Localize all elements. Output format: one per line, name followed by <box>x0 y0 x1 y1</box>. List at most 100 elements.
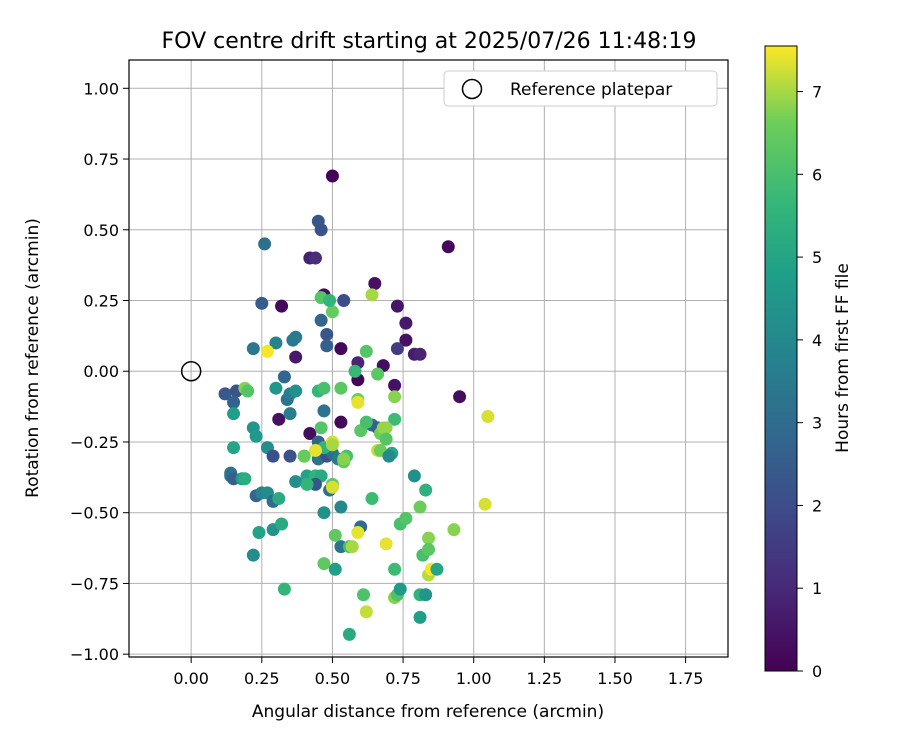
data-point <box>365 492 379 506</box>
data-point <box>351 395 365 409</box>
data-point <box>359 415 373 429</box>
colorbar-tick-label: 4 <box>812 331 822 350</box>
reference-platepar-marker <box>180 360 202 382</box>
data-point <box>317 404 331 418</box>
data-point <box>227 441 241 455</box>
data-point <box>345 540 359 554</box>
data-point <box>351 526 365 540</box>
y-tick-label: 1.00 <box>83 79 119 98</box>
data-point <box>357 588 371 602</box>
data-point <box>323 293 337 307</box>
data-points <box>218 169 495 641</box>
x-tick-label: 1.75 <box>668 669 704 688</box>
data-point <box>334 342 348 356</box>
x-axis-ticks: 0.00 0.25 0.50 0.75 1.00 1.25 1.50 1.75 <box>173 657 703 688</box>
y-tick-label: −0.50 <box>70 504 119 523</box>
legend-label: Reference platepar <box>510 80 672 100</box>
data-point <box>399 316 413 330</box>
data-point <box>227 395 241 409</box>
y-tick-label: 0.50 <box>83 221 119 240</box>
data-point <box>297 449 311 463</box>
data-point <box>314 313 328 327</box>
data-point <box>283 449 297 463</box>
data-point <box>320 327 334 341</box>
data-point <box>379 432 393 446</box>
data-point <box>246 548 260 562</box>
data-point <box>419 588 433 602</box>
x-tick-label: 1.50 <box>597 669 633 688</box>
data-point <box>325 480 339 494</box>
data-point <box>337 293 351 307</box>
data-point <box>379 537 393 551</box>
y-axis-ticks: −1.00 −0.75 −0.50 −0.25 0.00 0.25 0.50 0.75 1.00 <box>70 79 129 664</box>
data-point <box>269 336 283 350</box>
y-tick-label: −0.75 <box>70 574 119 593</box>
data-point <box>348 364 362 378</box>
data-point <box>272 412 286 426</box>
x-tick-label: 0.25 <box>244 669 280 688</box>
data-point <box>303 426 317 440</box>
colorbar-gradient <box>764 45 798 672</box>
legend: Reference platepar <box>443 70 718 107</box>
data-point <box>325 305 339 319</box>
data-point <box>422 542 435 556</box>
data-point <box>481 410 495 424</box>
data-point <box>246 342 260 356</box>
data-point <box>388 390 402 404</box>
y-axis-label: Rotation from reference (arcmin) <box>23 218 43 498</box>
data-point <box>317 381 331 395</box>
data-point <box>359 344 373 358</box>
legend-box <box>443 70 718 107</box>
y-tick-label: 0.00 <box>83 362 119 381</box>
colorbar-tick-label: 1 <box>812 579 822 598</box>
data-point <box>388 562 402 576</box>
data-point <box>328 562 342 576</box>
x-axis-label: Angular distance from reference (arcmin) <box>252 702 604 722</box>
data-point <box>368 277 382 291</box>
x-tick-label: 1.25 <box>527 669 563 688</box>
data-point <box>430 562 444 576</box>
data-point <box>320 339 334 353</box>
data-point <box>399 511 413 525</box>
data-point <box>388 378 402 392</box>
data-point <box>275 517 289 531</box>
colorbar-tick-label: 0 <box>812 662 822 681</box>
data-point <box>413 610 427 624</box>
data-point <box>227 407 241 421</box>
y-tick-label: 0.75 <box>83 150 119 169</box>
x-tick-label: 0.00 <box>173 669 209 688</box>
colorbar-tick-label: 5 <box>812 248 822 267</box>
plot-frame <box>128 59 729 658</box>
colorbar-ticks: 0 1 2 3 4 5 6 7 <box>797 83 822 681</box>
data-point <box>300 477 314 491</box>
data-point <box>334 415 348 429</box>
data-point <box>413 500 427 514</box>
data-point <box>314 223 328 237</box>
data-point <box>365 288 379 302</box>
data-point <box>325 438 339 452</box>
data-point <box>325 169 339 183</box>
data-point <box>238 472 252 486</box>
colorbar-tick-label: 3 <box>812 414 822 433</box>
data-point <box>289 384 303 398</box>
data-point <box>328 528 342 542</box>
data-point <box>399 333 413 347</box>
data-point <box>371 367 385 381</box>
data-point <box>447 523 461 537</box>
colorbar-tick-label: 7 <box>812 83 822 102</box>
data-point <box>422 531 435 545</box>
data-point <box>314 421 328 435</box>
x-tick-label: 0.75 <box>385 669 421 688</box>
grid-lines <box>129 60 728 657</box>
colorbar: 0 1 2 3 4 5 6 7 Hours from first FF file <box>764 45 853 681</box>
colorbar-label: Hours from first FF file <box>833 263 853 453</box>
data-point <box>260 344 274 358</box>
data-point <box>334 500 348 514</box>
data-point <box>390 342 404 356</box>
data-point <box>258 237 272 251</box>
x-tick-label: 1.00 <box>456 669 492 688</box>
data-point <box>275 299 289 313</box>
data-point <box>218 387 232 401</box>
data-point <box>266 449 280 463</box>
